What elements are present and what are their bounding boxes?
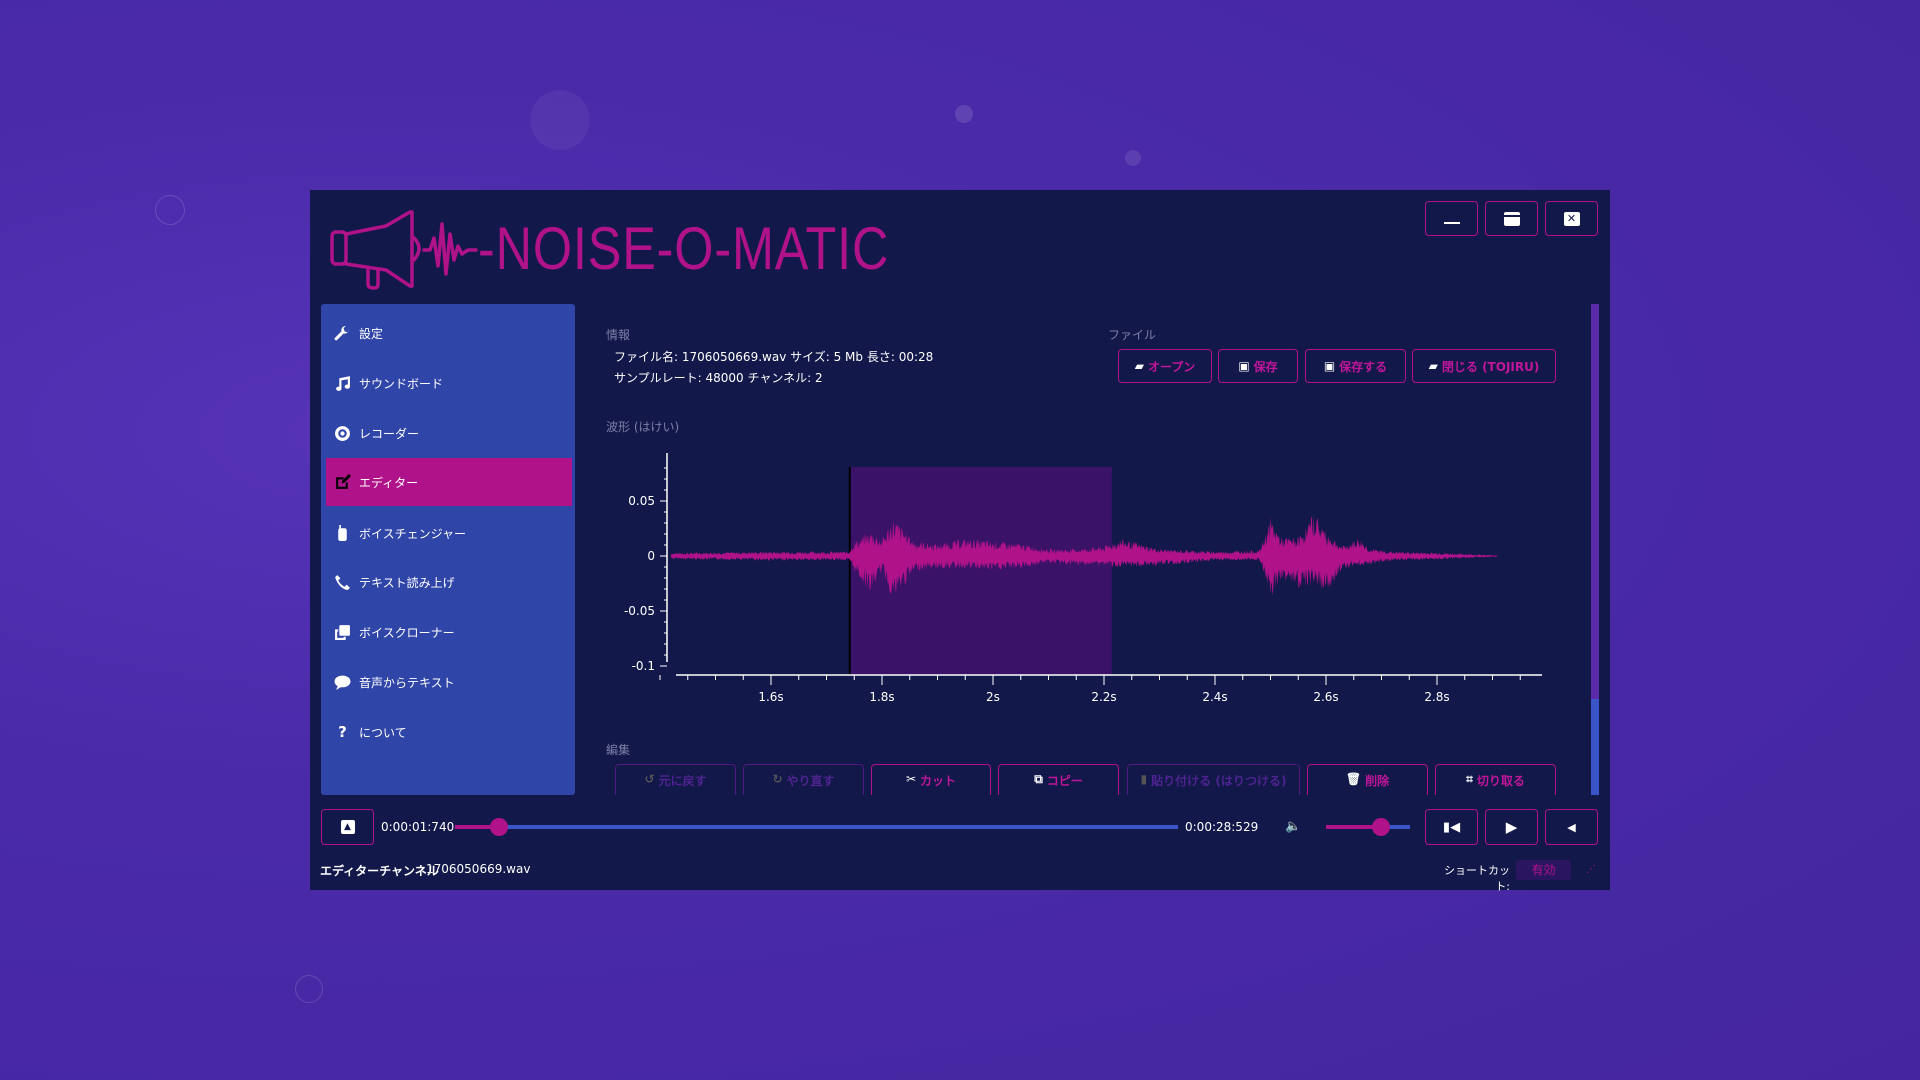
x-tick-label: 2.6s [1313,690,1338,704]
resize-grip-icon[interactable]: ⋰ [1586,864,1596,875]
sidebar-item-voice-cloner[interactable]: ボイスクローナー [326,608,572,656]
undo-icon: ↺ [644,772,655,786]
cut-button[interactable]: ✂ カット [871,764,991,795]
floppy-icon: ▣ [1323,359,1336,373]
edit-icon [336,473,351,489]
sidebar-item-speech-to-text[interactable]: 音声からテキスト [326,658,572,706]
bg-bokeh [530,90,590,150]
channel-label: エディターチャンネル [320,864,439,878]
scrollbar-thumb[interactable] [1591,699,1599,795]
crop-button[interactable]: ⌗ 切り取る [1435,764,1556,795]
volume-icon[interactable]: 🔈 [1285,819,1302,834]
sidebar-item-about[interactable]: ? について [326,708,572,756]
close-icon: ✕ [1563,211,1580,226]
file-format-line: サンプルレート: 48000 チャンネル: 2 [614,371,823,385]
delete-button[interactable]: 🗑 削除 [1307,764,1428,795]
app-title: -NOISE-O-MATIC [478,215,890,282]
file-heading: ファイル [1108,328,1157,342]
x-tick-label: 2s [986,690,1000,704]
seek-slider[interactable] [455,818,1178,836]
copy-button[interactable]: ⧉ コピー [998,764,1119,795]
y-tick-label: 0.05 [628,494,655,508]
scrollbar-track[interactable] [1591,304,1599,795]
x-tick-label: 1.6s [758,690,783,704]
volume-slider[interactable] [1326,818,1410,836]
bg-bokeh [155,195,185,225]
volume-handle[interactable] [1371,818,1390,836]
y-tick-label: -0.05 [624,604,655,618]
megaphone-logo-icon [330,210,478,290]
file-info-line: ファイル名: 1706050669.wav サイズ: 5 Mb 長さ: 00:2… [614,350,934,364]
waveform-heading: 波形 (はけい) [606,420,680,434]
minimize-button[interactable] [1425,201,1478,236]
minimize-icon [1443,221,1460,224]
seek-fill [455,825,500,829]
save-as-button[interactable]: ▣ 保存する [1305,349,1406,383]
phone-icon [335,574,350,590]
question-icon: ? [338,723,347,741]
clone-icon [335,624,350,640]
undo-button[interactable]: ↺ 元に戻す [615,764,736,795]
info-heading: 情報 [606,328,631,342]
step-backward-icon: ▮◀ [1442,819,1461,835]
caret-left-icon: ◀ [1567,820,1576,834]
sidebar-nav: 設定 サウンドボード レコーダー エディター ボイスチェンジャー テキスト読み上… [321,304,575,795]
sidebar-item-settings[interactable]: 設定 [326,309,572,357]
shortcut-status-badge[interactable]: 有効 [1516,860,1571,880]
sidebar-item-text-to-speech[interactable]: テキスト読み上げ [326,558,572,606]
bg-bokeh [295,975,323,1003]
redo-button[interactable]: ↻ やり直す [743,764,864,795]
music-icon [336,375,350,391]
play-button[interactable]: ▶ [1485,809,1538,845]
waveform-series [671,514,1498,596]
open-button[interactable]: ▰ オープン [1118,349,1212,383]
sidebar-item-voice-changer[interactable]: ボイスチェンジャー [326,509,572,557]
copy-icon: ⧉ [1034,772,1043,786]
sidebar-item-editor[interactable]: エディター [326,458,572,506]
paste-icon: ▮ [1140,772,1148,786]
walkie-talkie-icon [338,524,347,541]
eject-button[interactable]: ▲ [321,809,374,845]
total-time: 0:00:28:529 [1185,820,1259,834]
crop-icon: ⌗ [1466,772,1473,786]
scissors-icon: ✂ [905,772,917,786]
x-tick-label: 1.8s [869,690,894,704]
edit-toolbar: ↺ 元に戻す ↻ やり直す ✂ カット ⧉ コピー ▮ 貼り付ける (はりつける) 🗑 削除… [600,760,1570,795]
x-tick-label: 2.4s [1202,690,1227,704]
y-tick-label: 0 [647,549,655,563]
redo-icon: ↻ [772,772,783,786]
bg-bokeh [1125,150,1141,166]
waveform-chart[interactable]: 0.05 0 -0.05 -0.1 1.6s 1.8s 2s 2.2s 2.4s 2.6s 2.8s [600,440,1560,710]
volume-fill [1326,825,1381,829]
save-button[interactable]: ▣ 保存 [1218,349,1298,383]
x-tick-label: 2.8s [1424,690,1449,704]
floppy-icon: ▣ [1238,359,1250,373]
skip-back-button[interactable]: ▮◀ [1425,809,1478,845]
seek-handle[interactable] [490,818,509,836]
folder-open-icon: ▰ [1134,359,1144,373]
sidebar-item-soundboard[interactable]: サウンドボード [326,359,572,407]
play-icon: ▶ [1505,818,1518,836]
bg-bokeh [955,105,973,123]
comment-icon [334,675,351,690]
y-tick-label: -0.1 [632,659,655,673]
current-time: 0:00:01:740 [381,820,455,834]
record-icon [335,425,350,441]
trash-icon: 🗑 [1345,772,1362,786]
status-file: 1706050669.wav [426,862,531,876]
shortcut-label: ショートカット: [1444,864,1510,893]
maximize-button[interactable] [1485,201,1538,236]
close-button[interactable]: ✕ [1545,201,1598,236]
wrench-icon [334,325,349,340]
reverse-button[interactable]: ◀ [1545,809,1598,845]
x-tick-label: 2.2s [1091,690,1116,704]
folder-icon: ▰ [1428,359,1438,373]
eject-icon: ▲ [340,820,355,834]
sidebar-item-recorder[interactable]: レコーダー [326,409,572,457]
close-file-button[interactable]: ▰ 閉じる (TOJIRU) [1412,349,1556,383]
window-maximize-icon [1503,211,1520,226]
paste-button[interactable]: ▮ 貼り付ける (はりつける) [1127,764,1300,795]
edit-heading: 編集 [606,743,631,757]
